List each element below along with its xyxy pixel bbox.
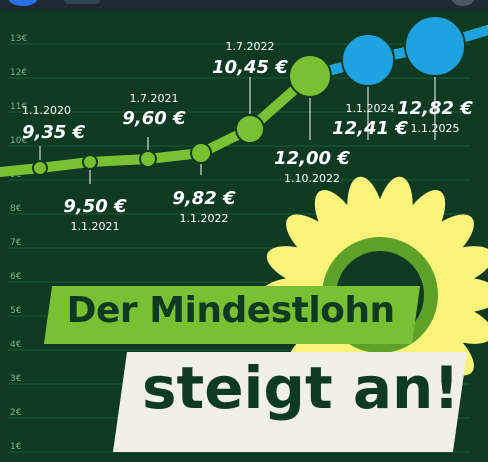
y-tick-label: 3€: [10, 374, 22, 384]
toolbar-pill[interactable]: [64, 0, 100, 4]
date-label: 1.7.2021: [130, 92, 179, 105]
date-label: 1.10.2022: [284, 172, 340, 185]
y-tick-label: 2€: [10, 408, 22, 418]
value-label: 9,35 €: [22, 122, 86, 143]
data-points: [32, 15, 466, 176]
date-label: 1.1.2025: [411, 122, 460, 135]
value-label: 10,45 €: [212, 57, 288, 78]
app-icon[interactable]: [8, 0, 38, 6]
y-tick-label: 11€: [10, 102, 27, 112]
date-label: 1.1.2024: [346, 102, 395, 115]
data-point: [32, 160, 48, 176]
value-label: 9,60 €: [122, 108, 186, 129]
value-label: 12,00 €: [274, 148, 350, 169]
value-label: 12,82 €: [397, 98, 473, 119]
y-tick-label: 4€: [10, 340, 22, 350]
value-label: 12,41 €: [332, 118, 408, 139]
data-point: [190, 142, 212, 164]
headline-line2: steigt an!: [141, 354, 460, 422]
date-label: 1.1.2022: [180, 212, 229, 225]
data-point: [139, 150, 157, 168]
value-label: 9,50 €: [63, 196, 127, 217]
data-point: [235, 114, 265, 144]
y-tick-label: 6€: [10, 272, 22, 282]
y-tick-label: 8€: [10, 204, 22, 214]
date-label: 1.1.2021: [71, 220, 120, 233]
headline-banner: Der Mindestlohn: [43, 286, 421, 344]
y-tick-label: 1€: [10, 442, 22, 452]
date-label: 1.7.2022: [226, 40, 275, 53]
profile-icon[interactable]: [452, 0, 474, 6]
y-tick-label: 13€: [10, 34, 27, 44]
y-axis-ticks: 1€2€3€4€5€6€7€8€9€10€11€12€13€: [10, 34, 27, 452]
data-point: [404, 15, 466, 77]
top-bar: [0, 0, 488, 10]
data-point: [82, 154, 98, 170]
y-tick-label: 5€: [10, 306, 22, 316]
subheadline-banner: steigt an!: [112, 352, 468, 452]
y-tick-label: 10€: [10, 136, 27, 146]
data-labels: 1.1.2020 9,35 € 1.1.2021 9,50 € 1.7.2021 9,60…: [22, 40, 473, 233]
headline-line1: Der Mindestlohn: [66, 290, 395, 331]
y-tick-label: 7€: [10, 238, 22, 248]
data-point: [288, 54, 332, 98]
y-tick-label: 12€: [10, 68, 27, 78]
data-point: [341, 33, 395, 87]
value-label: 9,82 €: [172, 188, 236, 209]
date-label: 1.1.2020: [22, 104, 71, 117]
